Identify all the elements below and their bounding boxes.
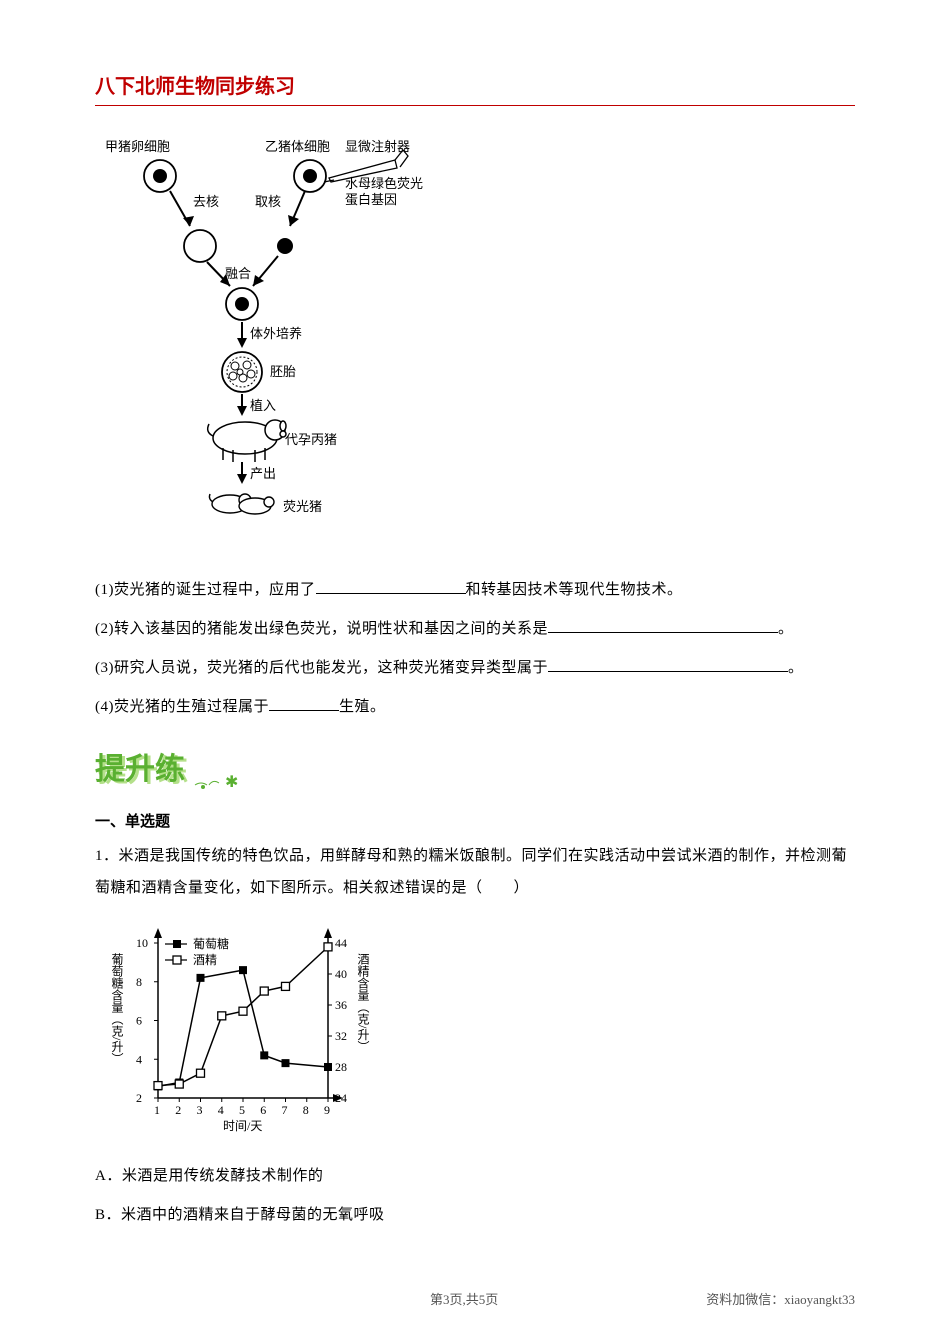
legend-glucose: 葡萄糖 bbox=[193, 936, 229, 951]
fluorescent-pig-label: 荧光猪 bbox=[283, 499, 322, 514]
q2-text-a: (2)转入该基因的猪能发出绿色荧光，说明性状和基因之间的关系是 bbox=[95, 621, 548, 637]
svg-text:36: 36 bbox=[335, 998, 347, 1012]
surrogate-label: 代孕丙猪 bbox=[285, 432, 337, 447]
svg-text:提升练: 提升练 bbox=[95, 752, 185, 786]
svg-text:44: 44 bbox=[335, 936, 347, 950]
fuse-label: 融合 bbox=[225, 266, 251, 281]
page-header-title: 八下北师生物同步练习 bbox=[95, 70, 855, 106]
y-right-axis-label: 酒精含量（克/升） bbox=[356, 953, 370, 1053]
q4-blank[interactable] bbox=[269, 710, 339, 711]
q1-text-b: 和转基因技术等现代生物技术。 bbox=[466, 582, 683, 598]
svg-text:6: 6 bbox=[260, 1103, 266, 1117]
svg-text:5: 5 bbox=[239, 1103, 245, 1117]
birth-label: 产出 bbox=[250, 466, 276, 481]
q4-text-a: (4)荧光猪的生殖过程属于 bbox=[95, 699, 269, 715]
somatic-cell-label: 乙猪体细胞 bbox=[265, 139, 330, 154]
svg-text:4: 4 bbox=[218, 1103, 224, 1117]
footer-page-number: 第3页,共5页 bbox=[430, 1289, 498, 1308]
injector-label: 显微注射器 bbox=[345, 139, 410, 154]
svg-text:6: 6 bbox=[136, 1014, 142, 1028]
question-3: (3)研究人员说，荧光猪的后代也能发光，这种荧光猪变异类型属于 。 bbox=[95, 649, 855, 688]
tisheng-heading: 提升练 提升练 ✱ bbox=[95, 745, 855, 798]
svg-text:32: 32 bbox=[335, 1029, 347, 1043]
svg-text:8: 8 bbox=[136, 975, 142, 989]
svg-text:2: 2 bbox=[136, 1091, 142, 1105]
q1-blank[interactable] bbox=[316, 593, 466, 594]
pig-diagram: 甲猪卵细胞 乙猪体细胞 显微注射器 水母绿色荧光 蛋白基因 去核 取核 融合 bbox=[105, 136, 855, 541]
svg-text:9: 9 bbox=[324, 1103, 330, 1117]
gene-label-l2: 蛋白基因 bbox=[345, 192, 397, 207]
mcq-option-a[interactable]: A．米酒是用传统发酵技术制作的 bbox=[95, 1157, 855, 1196]
q3-text-a: (3)研究人员说，荧光猪的后代也能发光，这种荧光猪变异类型属于 bbox=[95, 660, 548, 676]
svg-text:3: 3 bbox=[197, 1103, 203, 1117]
q1-text-a: (1)荧光猪的诞生过程中，应用了 bbox=[95, 582, 316, 598]
q4-text-b: 生殖。 bbox=[339, 699, 386, 715]
gene-label-l1: 水母绿色荧光 bbox=[345, 176, 423, 191]
svg-text:2: 2 bbox=[175, 1103, 181, 1117]
svg-text:✱: ✱ bbox=[225, 774, 238, 791]
x-axis-label: 时间/天 bbox=[223, 1119, 262, 1133]
y-left-axis-label: 葡萄糖含量（克/升） bbox=[110, 953, 124, 1065]
q3-text-b: 。 bbox=[788, 660, 804, 676]
svg-text:8: 8 bbox=[303, 1103, 309, 1117]
culture-label: 体外培养 bbox=[250, 326, 302, 341]
q2-text-b: 。 bbox=[778, 621, 794, 637]
legend-alcohol: 酒精 bbox=[193, 953, 217, 967]
glucose-alcohol-chart: 246810 242832364044 123456789 葡萄糖 酒精 时间/… bbox=[103, 918, 855, 1143]
footer-credit: 资料加微信：xiaoyangkt33 bbox=[706, 1289, 855, 1308]
extract-nucleus-label: 取核 bbox=[255, 194, 281, 209]
mcq-option-b[interactable]: B．米酒中的酒精来自于酵母菌的无氧呼吸 bbox=[95, 1196, 855, 1235]
egg-cell-label: 甲猪卵细胞 bbox=[105, 139, 170, 154]
svg-text:7: 7 bbox=[282, 1103, 288, 1117]
question-2: (2)转入该基因的猪能发出绿色荧光，说明性状和基因之间的关系是 。 bbox=[95, 610, 855, 649]
mcq-section-heading: 一、单选题 bbox=[95, 810, 855, 831]
denucleate-label: 去核 bbox=[193, 194, 219, 209]
implant-label: 植入 bbox=[250, 398, 276, 413]
svg-text:40: 40 bbox=[335, 967, 347, 981]
embryo-label: 胚胎 bbox=[270, 364, 296, 379]
mcq-q1-text: 1．米酒是我国传统的特色饮品，用鲜酵母和熟的糯米饭酿制。同学们在实践活动中尝试米… bbox=[95, 841, 855, 904]
question-1: (1)荧光猪的诞生过程中，应用了 和转基因技术等现代生物技术。 bbox=[95, 571, 855, 610]
svg-text:1: 1 bbox=[154, 1103, 160, 1117]
question-4: (4)荧光猪的生殖过程属于 生殖。 bbox=[95, 688, 855, 727]
svg-text:28: 28 bbox=[335, 1060, 347, 1074]
q2-blank[interactable] bbox=[548, 632, 778, 633]
svg-text:10: 10 bbox=[136, 936, 148, 950]
svg-text:4: 4 bbox=[136, 1052, 142, 1066]
q3-blank[interactable] bbox=[548, 671, 788, 672]
svg-text:24: 24 bbox=[335, 1091, 347, 1105]
